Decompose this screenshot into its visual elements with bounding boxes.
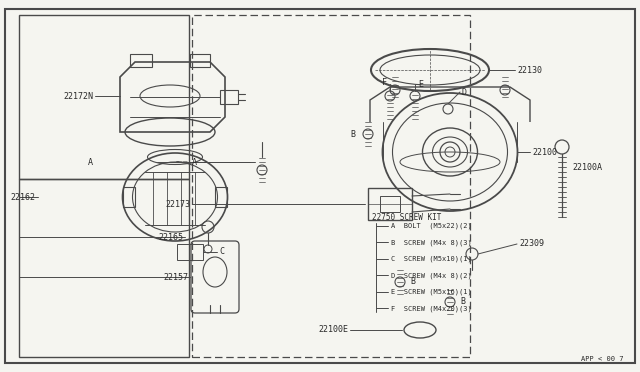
Text: C: C bbox=[219, 247, 224, 257]
Text: APP < 00 7: APP < 00 7 bbox=[582, 356, 624, 362]
Bar bbox=[192, 15, 470, 357]
Text: B: B bbox=[460, 298, 465, 307]
Text: B: B bbox=[410, 278, 415, 286]
Text: F  SCREW (M4x20)(3): F SCREW (M4x20)(3) bbox=[392, 305, 472, 312]
Bar bbox=[177, 244, 203, 260]
Text: A: A bbox=[88, 157, 93, 167]
Text: A  BOLT  (M5x22)(2): A BOLT (M5x22)(2) bbox=[392, 222, 472, 229]
Text: 22162: 22162 bbox=[10, 192, 35, 202]
Bar bbox=[19, 179, 189, 357]
Text: 22100: 22100 bbox=[532, 148, 557, 157]
Text: E  SCREW (M5x16)(1): E SCREW (M5x16)(1) bbox=[392, 289, 472, 295]
Bar bbox=[368, 188, 412, 220]
Text: 22165: 22165 bbox=[158, 232, 183, 241]
Text: 22172N: 22172N bbox=[63, 92, 93, 100]
Bar bbox=[123, 187, 135, 207]
Bar bbox=[130, 54, 152, 67]
Text: 22309: 22309 bbox=[519, 240, 544, 248]
Text: 22130: 22130 bbox=[517, 65, 542, 74]
Text: F: F bbox=[382, 77, 387, 87]
Text: B: B bbox=[350, 129, 355, 138]
Bar bbox=[190, 54, 210, 67]
Bar bbox=[380, 196, 400, 212]
Text: A: A bbox=[192, 157, 197, 167]
Bar bbox=[19, 15, 189, 179]
Text: D: D bbox=[462, 87, 467, 96]
Text: 22750 SCREW KIT: 22750 SCREW KIT bbox=[372, 213, 442, 222]
Text: C  SCREW (M5x10)(1): C SCREW (M5x10)(1) bbox=[392, 256, 472, 262]
Bar bbox=[220, 90, 238, 104]
Text: 22100A: 22100A bbox=[572, 163, 602, 171]
Text: 22100E: 22100E bbox=[318, 326, 348, 334]
Text: 22157: 22157 bbox=[163, 273, 188, 282]
Text: D  SCREW (M4x 8)(2): D SCREW (M4x 8)(2) bbox=[392, 272, 472, 279]
Bar bbox=[215, 187, 227, 207]
Text: 22173: 22173 bbox=[165, 199, 190, 208]
Text: B  SCREW (M4x 8)(3): B SCREW (M4x 8)(3) bbox=[392, 239, 472, 246]
Text: ─────: ───── bbox=[175, 160, 188, 164]
Text: E: E bbox=[418, 80, 423, 89]
